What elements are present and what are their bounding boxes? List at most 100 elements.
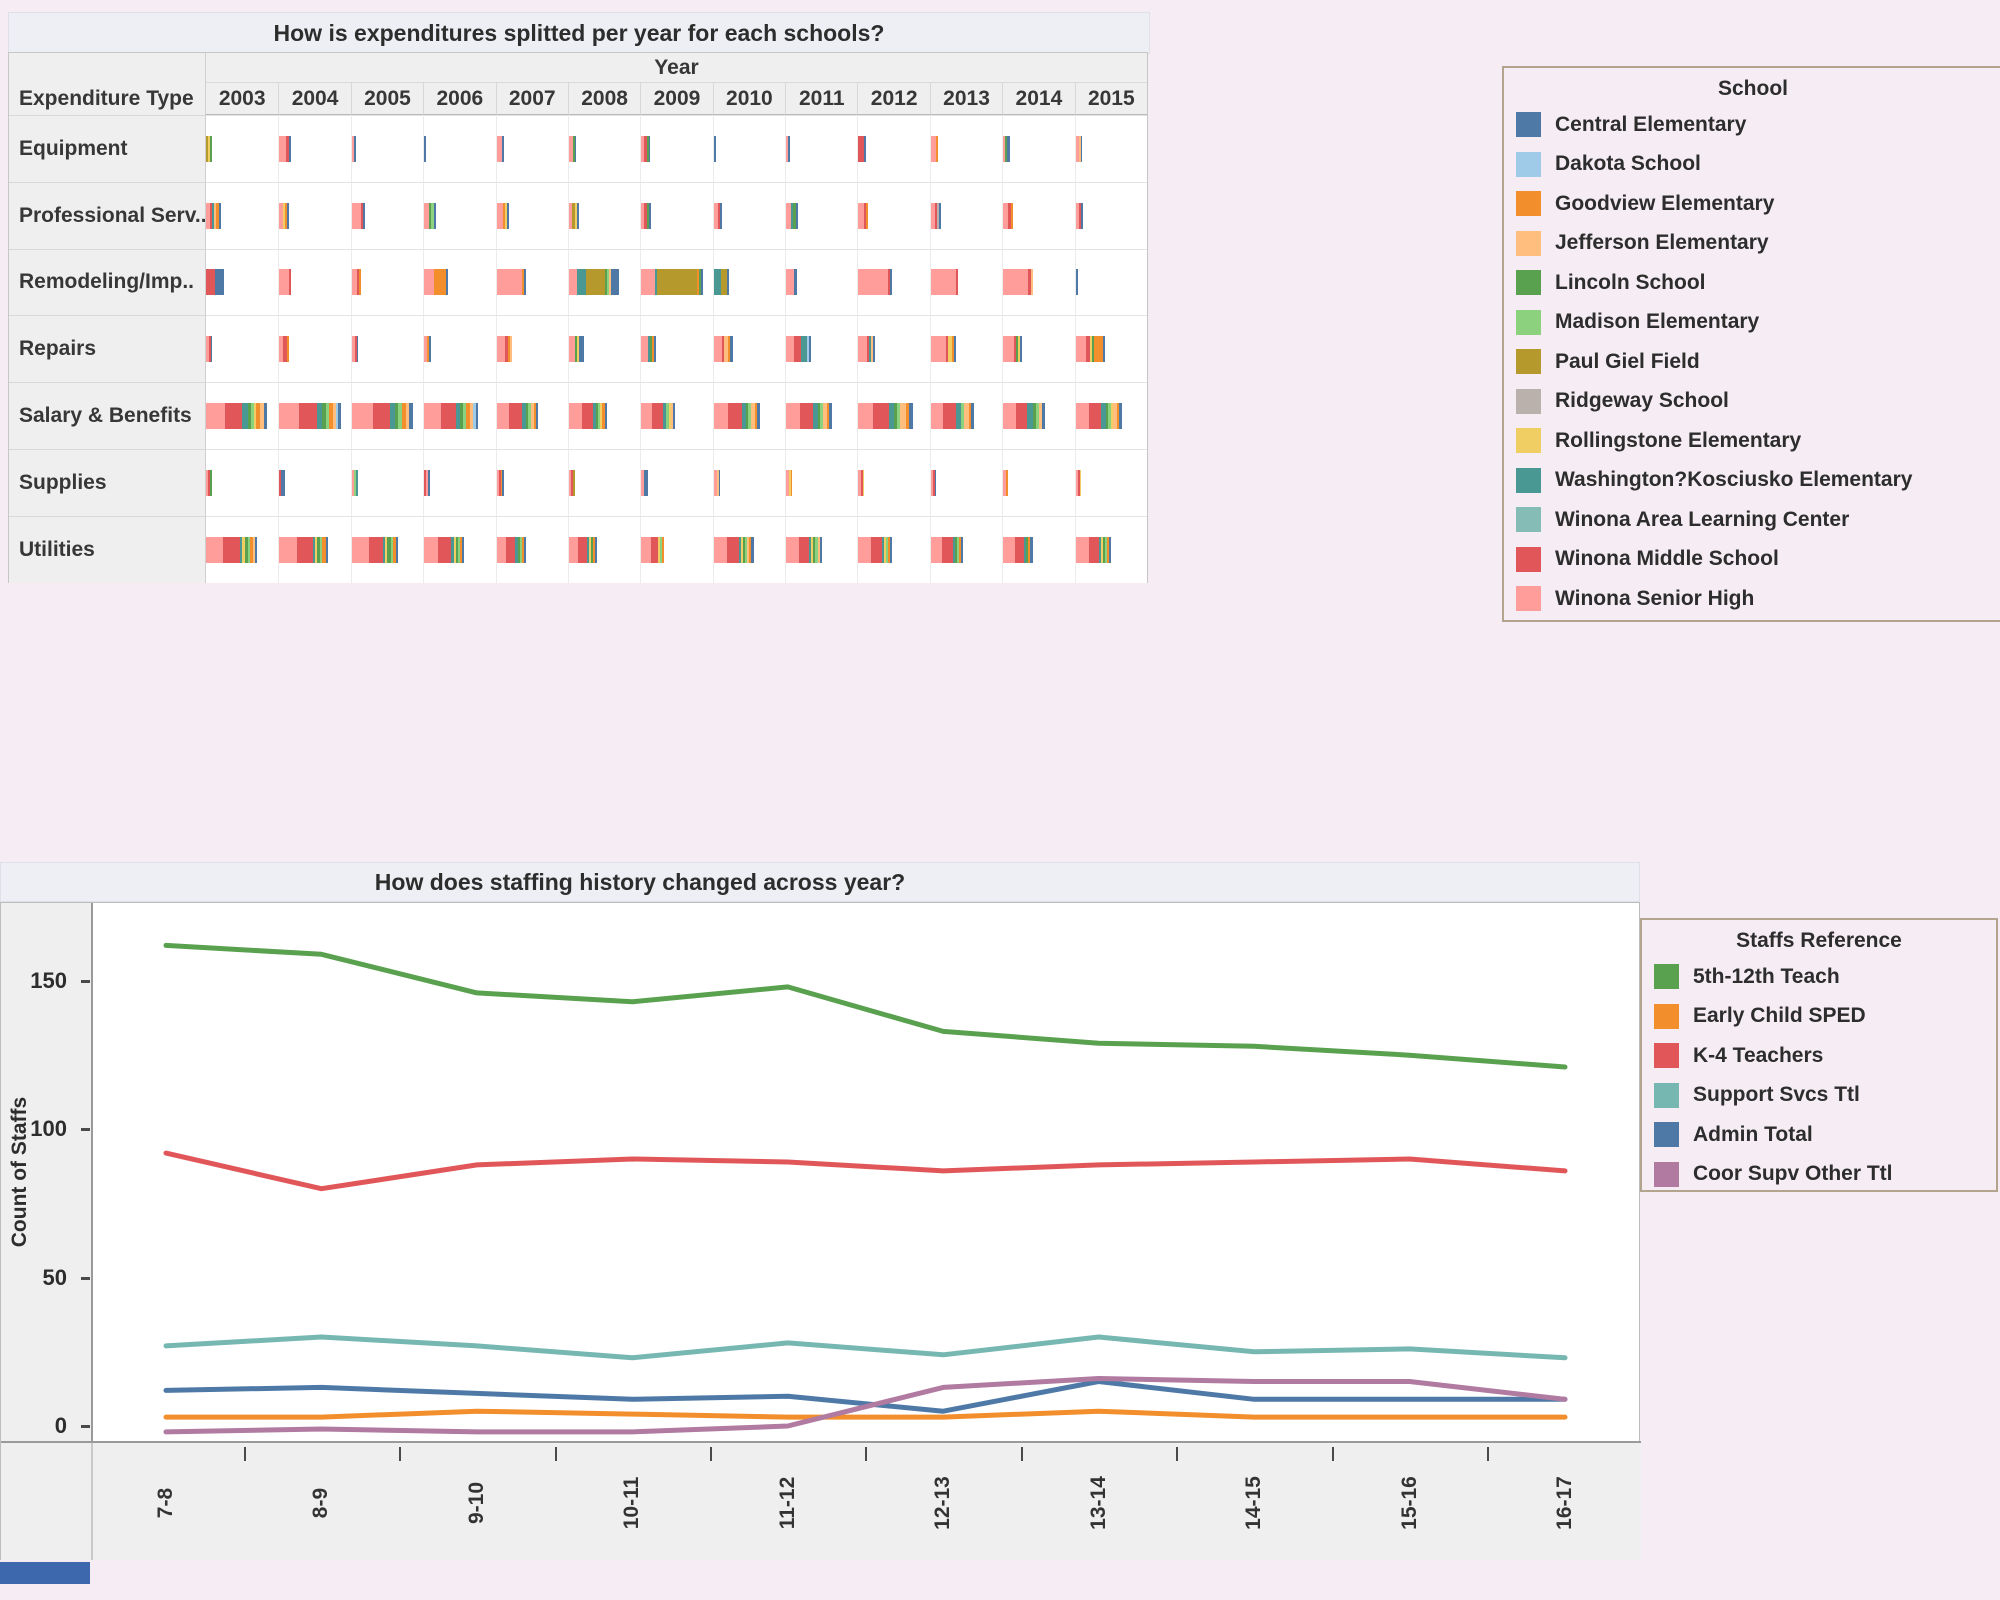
stacked-bar[interactable] [568,269,620,296]
bar-segment[interactable] [1010,202,1013,229]
bar-segment[interactable] [1089,403,1101,430]
stacked-bar[interactable] [858,469,864,496]
legend-item[interactable]: Winona Area Learning Center [1504,500,2000,540]
bar-segment[interactable] [701,269,704,296]
legend-item[interactable]: Admin Total [1642,1115,1996,1155]
stacked-bar[interactable] [641,469,648,496]
stacked-bar[interactable] [641,536,665,563]
bar-segment[interactable] [696,269,700,296]
bar-segment[interactable] [593,536,596,563]
bar-segment[interactable] [568,536,579,563]
bar-segment[interactable] [568,269,578,296]
scrollbar-fragment[interactable] [0,1562,90,1584]
bar-segment[interactable] [285,135,289,162]
bar-segment[interactable] [424,202,430,229]
bar-segment[interactable] [641,336,648,363]
bar-segment[interactable] [1080,135,1082,162]
stacked-bar[interactable] [713,403,760,430]
series-line[interactable] [163,1376,1568,1435]
stacked-bar[interactable] [1003,269,1033,296]
bar-segment[interactable] [568,202,573,229]
stacked-bar[interactable] [279,135,291,162]
stacked-bar[interactable] [641,135,650,162]
bar-segment[interactable] [930,202,936,229]
bar-segment[interactable] [663,403,667,430]
bar-segment[interactable] [721,269,728,296]
bar-segment[interactable] [433,269,447,296]
bar-segment[interactable] [670,403,673,430]
bar-segment[interactable] [590,536,594,563]
bar-segment[interactable] [402,403,407,430]
bar-segment[interactable] [1106,403,1109,430]
bar-segment[interactable] [860,469,863,496]
stacked-bar[interactable] [641,336,656,363]
bar-segment[interactable] [427,336,430,363]
bar-segment[interactable] [829,403,833,430]
bar-segment[interactable] [498,469,501,496]
legend-item[interactable]: Ridgeway School [1504,382,2000,422]
bar-segment[interactable] [798,536,810,563]
stacked-bar[interactable] [786,536,822,563]
bar-segment[interactable] [206,403,225,430]
stacked-bar[interactable] [1075,202,1083,229]
bar-segment[interactable] [575,336,578,363]
bar-segment[interactable] [817,403,820,430]
bar-segment[interactable] [424,336,428,363]
bar-segment[interactable] [361,202,364,229]
bar-segment[interactable] [1104,536,1108,563]
bar-segment[interactable] [473,403,476,430]
legend-item[interactable]: Dakota School [1504,145,2000,185]
legend-item[interactable]: Jefferson Elementary [1504,224,2000,264]
bar-segment[interactable] [800,336,808,363]
bar-segment[interactable] [858,202,864,229]
bar-segment[interactable] [1003,469,1007,496]
bar-segment[interactable] [930,469,933,496]
bar-segment[interactable] [786,336,795,363]
bar-segment[interactable] [1028,269,1031,296]
bar-segment[interactable] [437,536,452,563]
bar-segment[interactable] [668,403,671,430]
bar-segment[interactable] [716,469,719,496]
bar-segment[interactable] [908,403,913,430]
bar-segment[interactable] [385,536,388,563]
bar-segment[interactable] [429,336,432,363]
bar-segment[interactable] [206,202,211,229]
bar-segment[interactable] [799,403,814,430]
bar-segment[interactable] [501,135,504,162]
bar-segment[interactable] [446,269,449,296]
bar-segment[interactable] [1035,403,1039,430]
bar-segment[interactable] [740,536,744,563]
legend-item[interactable]: Rollingstone Elementary [1504,421,2000,461]
stacked-bar[interactable] [496,403,539,430]
bar-segment[interactable] [905,403,909,430]
stacked-bar[interactable] [713,202,723,229]
bar-segment[interactable] [424,469,427,496]
stacked-bar[interactable] [206,135,213,162]
stacked-bar[interactable] [1003,403,1046,430]
bar-segment[interactable] [610,269,620,296]
bar-segment[interactable] [424,403,441,430]
bar-segment[interactable] [284,202,287,229]
bar-segment[interactable] [1003,536,1015,563]
bar-segment[interactable] [397,403,403,430]
stacked-bar[interactable] [858,135,866,162]
bar-segment[interactable] [1100,403,1107,430]
bar-segment[interactable] [1116,403,1119,430]
bar-segment[interactable] [894,403,898,430]
stacked-bar[interactable] [424,269,449,296]
stacked-bar[interactable] [206,469,213,496]
bar-segment[interactable] [581,403,594,430]
bar-segment[interactable] [279,469,282,496]
bar-segment[interactable] [251,403,255,430]
bar-segment[interactable] [525,403,528,430]
stacked-bar[interactable] [496,469,504,496]
series-line[interactable] [163,1408,1568,1420]
bar-segment[interactable] [868,336,872,363]
bar-segment[interactable] [932,469,936,496]
bar-segment[interactable] [1005,135,1008,162]
bar-segment[interactable] [521,269,524,296]
bar-segment[interactable] [819,536,822,563]
bar-segment[interactable] [322,403,326,430]
bar-segment[interactable] [424,135,427,162]
bar-segment[interactable] [206,269,216,296]
